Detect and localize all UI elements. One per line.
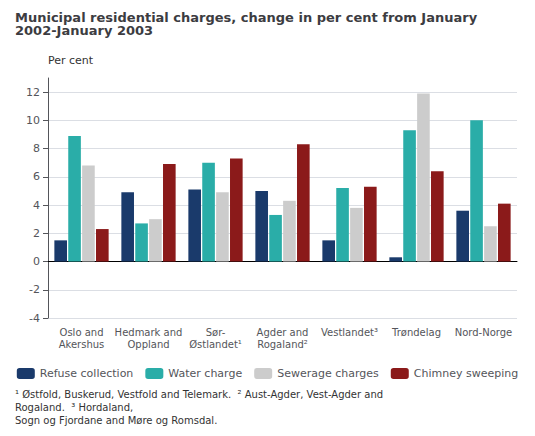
svg-text:Sogn og Fjordane and Møre og R: Sogn og Fjordane and Møre og Romsdal. <box>15 415 217 426</box>
svg-text:8: 8 <box>33 142 40 155</box>
svg-text:Per cent: Per cent <box>48 54 94 67</box>
svg-text:10: 10 <box>26 114 40 127</box>
svg-text:-2: -2 <box>29 283 40 296</box>
svg-text:Rogaland. ³ Hordaland,: Rogaland. ³ Hordaland, <box>15 402 133 413</box>
svg-text:Oppland: Oppland <box>127 339 169 350</box>
svg-text:Rogaland²: Rogaland² <box>257 339 308 350</box>
svg-text:Oslo and: Oslo and <box>60 327 104 338</box>
svg-text:Refuse collection: Refuse collection <box>40 367 134 380</box>
svg-text:-4: -4 <box>29 312 40 325</box>
svg-text:12: 12 <box>26 86 40 99</box>
svg-text:Østlandet¹: Østlandet¹ <box>189 339 242 350</box>
svg-text:Nord-Norge: Nord-Norge <box>455 327 513 338</box>
svg-text:2002-January 2003: 2002-January 2003 <box>15 23 153 38</box>
svg-text:4: 4 <box>33 199 40 212</box>
svg-text:0: 0 <box>33 255 40 268</box>
svg-text:Sewerage charges: Sewerage charges <box>277 367 379 380</box>
svg-text:Hedmark and: Hedmark and <box>115 327 183 338</box>
svg-text:Trøndelag: Trøndelag <box>391 327 441 338</box>
svg-text:Chimney sweeping: Chimney sweeping <box>414 367 518 380</box>
svg-text:Akershus: Akershus <box>59 339 105 350</box>
svg-text:Agder and: Agder and <box>257 327 309 338</box>
svg-text:6: 6 <box>33 170 40 183</box>
svg-text:Vestlandet³: Vestlandet³ <box>321 327 378 338</box>
svg-text:Sør-: Sør- <box>206 327 226 338</box>
svg-text:Water charge: Water charge <box>168 367 242 380</box>
svg-text:2: 2 <box>33 227 40 240</box>
svg-text:¹ Østfold, Buskerud, Vestfold: ¹ Østfold, Buskerud, Vestfold and Telema… <box>15 389 386 400</box>
svg-text:Municipal residential charges,: Municipal residential charges, change in… <box>15 10 482 25</box>
